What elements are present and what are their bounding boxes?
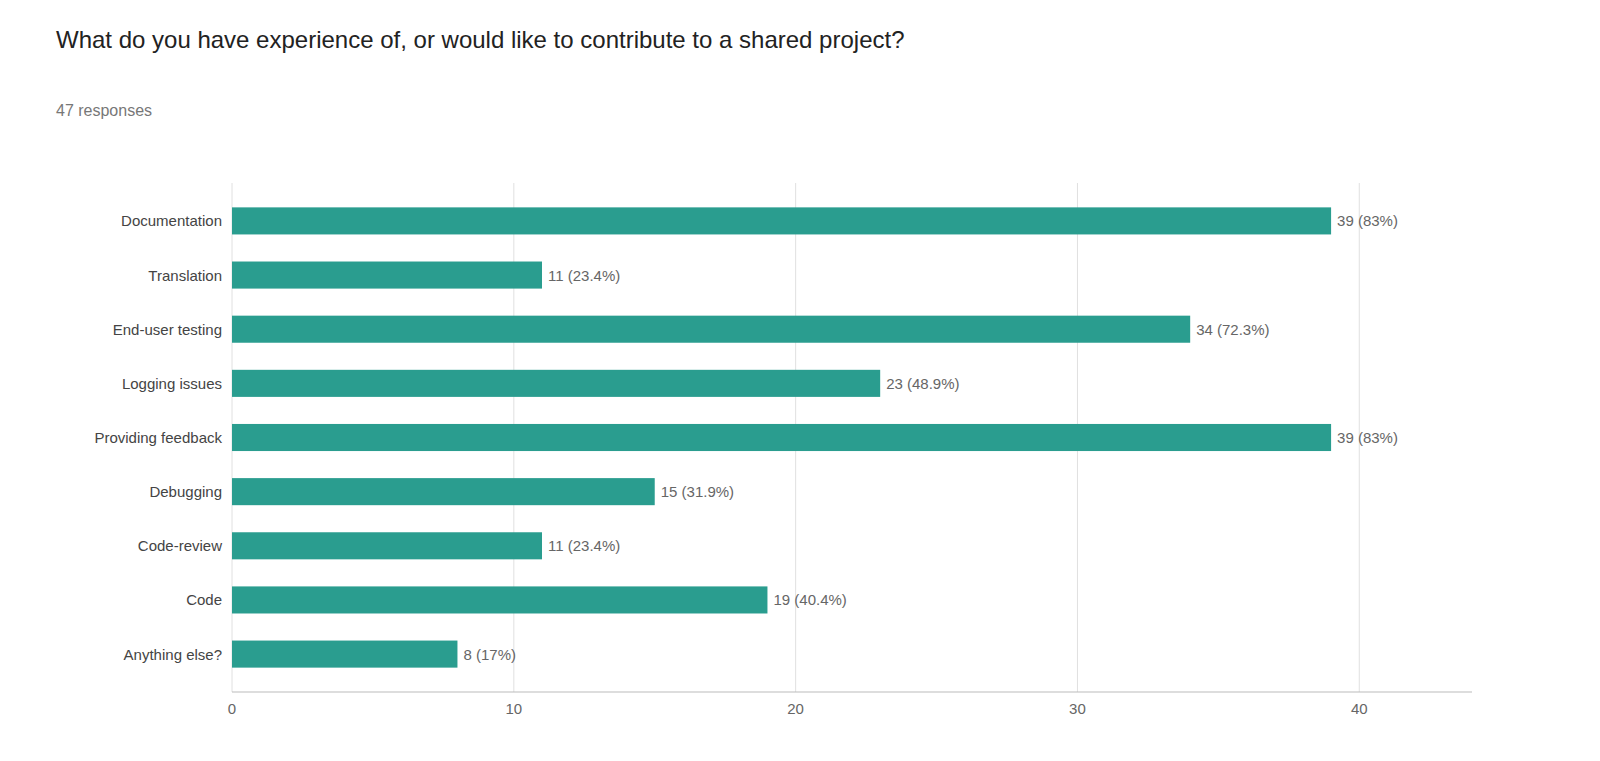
y-tick-label: Documentation <box>121 212 222 229</box>
data-label: 15 (31.9%) <box>661 483 734 500</box>
y-tick-label: Translation <box>148 267 222 284</box>
x-tick-label: 0 <box>228 700 236 717</box>
grid <box>232 183 1359 692</box>
data-label: 8 (17%) <box>463 646 516 663</box>
bar <box>232 478 655 505</box>
y-tick-label: Providing feedback <box>94 429 222 446</box>
chart-svg: What do you have experience of, or would… <box>0 0 1600 761</box>
y-tick-label: Code <box>186 591 222 608</box>
bar <box>232 370 880 397</box>
x-tick-label: 10 <box>505 700 522 717</box>
bar <box>232 207 1331 234</box>
data-label: 39 (83%) <box>1337 429 1398 446</box>
labels: Anything else? 8 (17%) Code 19 (40.4%) Code-… <box>94 212 1398 662</box>
bar <box>232 316 1190 343</box>
x-tick-label: 30 <box>1069 700 1086 717</box>
bar <box>232 532 542 559</box>
y-tick-label: Debugging <box>149 483 222 500</box>
y-tick-label: End-user testing <box>113 321 222 338</box>
data-label: 19 (40.4%) <box>773 591 846 608</box>
data-label: 34 (72.3%) <box>1196 321 1269 338</box>
x-tick-label: 40 <box>1351 700 1368 717</box>
bar <box>232 424 1331 451</box>
data-label: 39 (83%) <box>1337 212 1398 229</box>
data-label: 11 (23.4%) <box>548 267 620 284</box>
data-label: 11 (23.4%) <box>548 537 620 554</box>
bar <box>232 262 542 289</box>
chart-subtitle: 47 responses <box>56 102 152 119</box>
data-label: 23 (48.9%) <box>886 375 959 392</box>
bars <box>232 207 1331 667</box>
bar <box>232 641 457 668</box>
y-tick-label: Logging issues <box>122 375 222 392</box>
y-tick-label: Anything else? <box>124 646 222 663</box>
x-tick-label: 20 <box>787 700 804 717</box>
y-tick-label: Code-review <box>138 537 222 554</box>
bar <box>232 586 767 613</box>
chart-container: What do you have experience of, or would… <box>0 0 1600 761</box>
chart-title: What do you have experience of, or would… <box>56 26 905 53</box>
x-axis-line <box>232 692 1472 693</box>
